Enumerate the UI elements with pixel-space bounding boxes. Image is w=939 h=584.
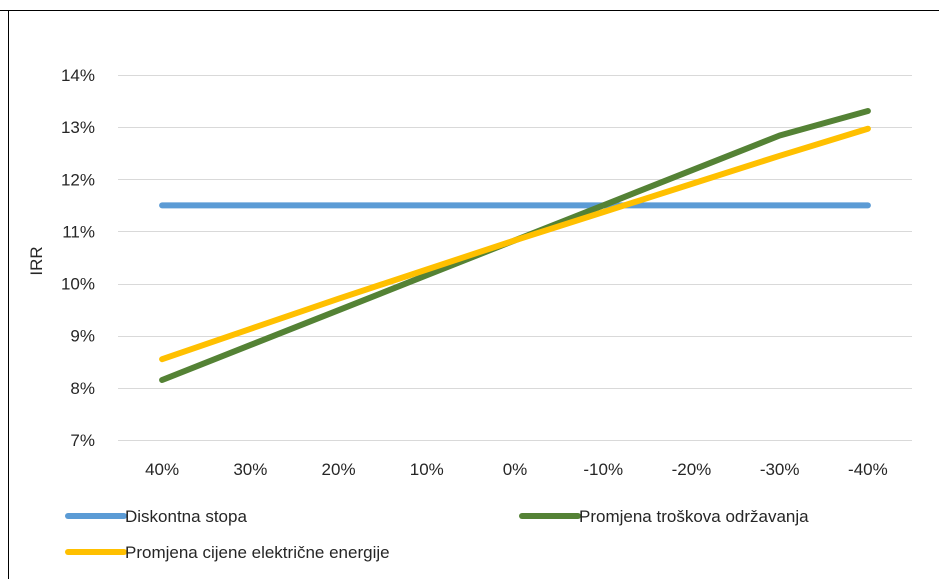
legend-label: Diskontna stopa bbox=[125, 507, 247, 526]
x-tick-label: -10% bbox=[583, 460, 623, 479]
y-axis-title: IRR bbox=[27, 246, 46, 275]
legend-label: Promjena troškova održavanja bbox=[579, 507, 809, 526]
y-tick-label: 12% bbox=[61, 170, 95, 189]
y-tick-label: 11% bbox=[62, 222, 95, 241]
legend-item: Diskontna stopa bbox=[65, 507, 247, 526]
gridlines bbox=[118, 75, 912, 441]
x-axis-tick-labels: 40% 30% 20% 10% 0% -10% -20% -30% -40% bbox=[145, 460, 888, 479]
x-tick-label: 0% bbox=[503, 460, 528, 479]
x-tick-label: -30% bbox=[760, 460, 800, 479]
series-lines bbox=[159, 108, 871, 383]
y-tick-label: 7% bbox=[70, 431, 95, 450]
x-tick-label: 40% bbox=[145, 460, 179, 479]
x-tick-label: 30% bbox=[233, 460, 267, 479]
y-tick-label: 9% bbox=[70, 327, 95, 346]
legend-item: Promjena troškova održavanja bbox=[519, 507, 809, 526]
x-tick-label: -40% bbox=[848, 460, 888, 479]
series-line-3 bbox=[159, 125, 871, 363]
legend: Diskontna stopa Promjena troškova održava… bbox=[65, 507, 809, 562]
x-tick-label: 20% bbox=[322, 460, 356, 479]
y-axis-tick-labels: 7% 8% 9% 10% 11% 12% 13% 14% bbox=[61, 66, 95, 450]
y-tick-label: 8% bbox=[70, 379, 95, 398]
y-tick-label: 13% bbox=[61, 118, 95, 137]
y-tick-label: 14% bbox=[61, 66, 95, 85]
y-tick-label: 10% bbox=[61, 275, 95, 294]
legend-label: Promjena cijene električne energije bbox=[125, 543, 390, 562]
series-line-2 bbox=[159, 108, 871, 383]
x-tick-label: 10% bbox=[410, 460, 444, 479]
legend-item: Promjena cijene električne energije bbox=[65, 543, 390, 562]
x-tick-label: -20% bbox=[672, 460, 712, 479]
